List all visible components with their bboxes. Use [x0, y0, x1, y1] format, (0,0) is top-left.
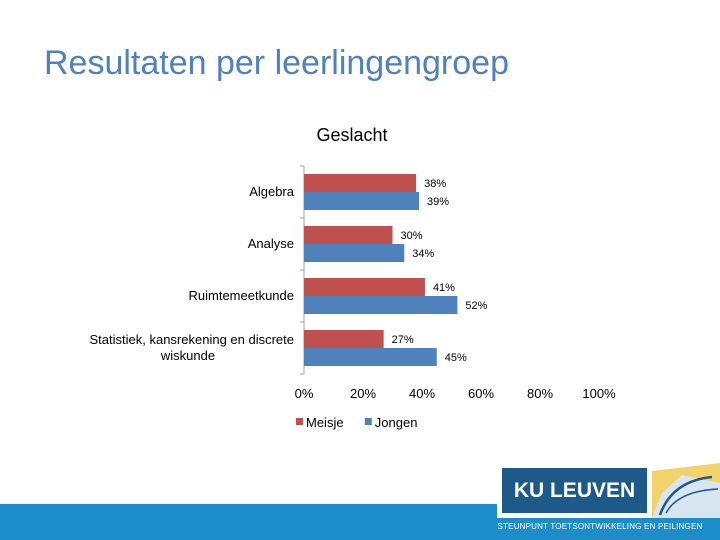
legend-label: Meisje [306, 415, 344, 430]
logo-text: KU LEUVEN [502, 468, 647, 513]
bar-jongen [304, 296, 458, 314]
x-tick-label: 0% [295, 386, 314, 401]
category-label: Ruimtemeetkunde [189, 288, 295, 303]
x-tick-label: 100% [582, 386, 616, 401]
data-label: 41% [433, 282, 455, 294]
logo: KU LEUVEN [497, 463, 652, 518]
data-label: 45% [445, 352, 467, 364]
bar-meisje [304, 174, 417, 192]
legend-swatch-meisje [296, 418, 303, 425]
bar-jongen [304, 348, 437, 366]
x-tick-label: 80% [527, 386, 553, 401]
category-label: Analyse [248, 236, 294, 251]
legend-swatch-jongen [364, 418, 372, 425]
category-label: wiskunde [160, 348, 215, 363]
x-tick-label: 20% [350, 386, 376, 401]
footer-text: STEUNPUNT TOETSONTWIKKELING EN PEILINGEN [497, 522, 703, 531]
data-label: 34% [412, 248, 434, 260]
data-label: 30% [401, 230, 423, 242]
data-label: 39% [427, 196, 449, 208]
logo-emblem-icon [652, 463, 720, 518]
x-tick-label: 40% [409, 386, 435, 401]
data-label: 38% [424, 178, 446, 190]
x-tick-label: 60% [468, 386, 494, 401]
bar-jongen [304, 244, 405, 262]
data-label: 27% [392, 334, 414, 346]
slide-title: Resultaten per leerlingengroep [44, 44, 509, 82]
bar-meisje [304, 278, 425, 296]
category-label: Statistiek, kansrekening en discrete [90, 332, 295, 347]
bar-jongen [304, 192, 420, 210]
category-label: Algebra [249, 184, 295, 199]
legend-label: Jongen [375, 415, 418, 430]
chart-title: Geslacht [316, 125, 387, 145]
bar-meisje [304, 226, 393, 244]
data-label: 52% [465, 300, 487, 312]
bar-meisje [304, 330, 384, 348]
